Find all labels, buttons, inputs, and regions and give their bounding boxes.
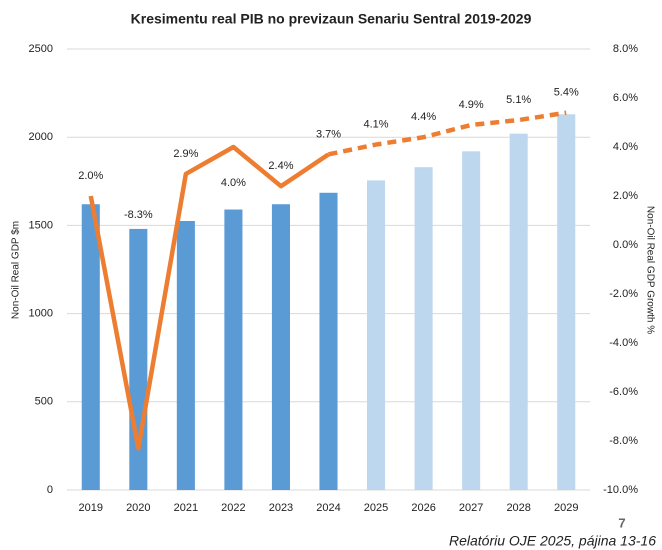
data-label: 3.7% [316, 128, 341, 140]
chart-title: Kresimentu real PIB no previzaun Senariu… [131, 11, 532, 27]
x-tick-label: 2022 [221, 502, 245, 514]
y2-tick-label: 0.0% [613, 239, 638, 251]
x-tick-label: 2020 [126, 502, 150, 514]
y2-tick-label: 6.0% [613, 92, 638, 104]
y2-tick-label: -10.0% [603, 484, 638, 496]
bar [414, 167, 433, 491]
x-tick-label: 2027 [459, 502, 483, 514]
line-actual [88, 144, 330, 451]
x-tick-label: 2024 [316, 502, 340, 514]
data-label: 2.9% [173, 148, 198, 160]
y-tick-label: 1000 [29, 308, 53, 320]
data-label: 5.4% [554, 87, 579, 99]
y2-tick-label: -6.0% [609, 386, 638, 398]
y2-tick-label: -4.0% [609, 337, 638, 349]
bar [176, 220, 195, 491]
x-tick-label: 2019 [79, 502, 103, 514]
y-tick-label: 0 [47, 484, 53, 496]
y-tick-label: 500 [35, 396, 53, 408]
bar [224, 209, 243, 491]
y2-tick-label: -2.0% [609, 288, 638, 300]
footer: Relatóriu OJE 2025, pájina 13-16 [449, 533, 656, 549]
bar [319, 192, 338, 491]
bar [509, 133, 528, 490]
bar [271, 204, 290, 490]
bar [129, 228, 148, 491]
y-tick-label: 2000 [29, 131, 53, 143]
line-forecast [328, 110, 567, 157]
x-tick-label: 2023 [269, 502, 293, 514]
y2-tick-label: 8.0% [613, 43, 638, 55]
data-label: 4.4% [411, 111, 436, 123]
data-label: 4.9% [459, 99, 484, 111]
bar [367, 180, 386, 490]
x-tick-label: 2025 [364, 502, 388, 514]
page-number: 7 [618, 515, 625, 530]
bar [81, 204, 100, 490]
data-label: 2.4% [268, 160, 293, 172]
x-tick-label: 2026 [411, 502, 435, 514]
y2-tick-label: 2.0% [613, 190, 638, 202]
x-tick-label: 2028 [506, 502, 530, 514]
x-tick-label: 2029 [554, 502, 578, 514]
bar [557, 114, 576, 490]
data-label: 4.0% [221, 177, 246, 189]
y2-axis-title: Non-Oil Real GDP Growth % [644, 206, 655, 334]
data-label: 5.1% [506, 94, 531, 106]
data-label: -8.3% [124, 209, 153, 221]
data-label: 2.0% [78, 170, 103, 182]
bar [462, 151, 481, 490]
y-axis-title: Non-Oil Real GDP $m [11, 221, 22, 319]
y-tick-label: 1500 [29, 219, 53, 231]
y2-tick-label: -8.0% [609, 435, 638, 447]
y2-tick-label: 4.0% [613, 141, 638, 153]
x-tick-label: 2021 [174, 502, 198, 514]
data-label: 4.1% [364, 118, 389, 130]
y-tick-label: 2500 [29, 43, 53, 55]
